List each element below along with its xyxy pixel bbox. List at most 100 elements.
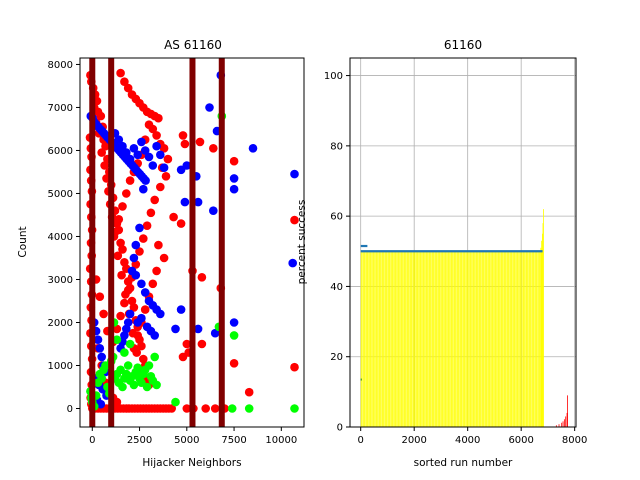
x-tick-label: 7500 (221, 435, 246, 446)
y-tick-label: 60 (330, 212, 343, 223)
success-bar (364, 251, 366, 427)
success-bar (412, 251, 413, 427)
success-bar (450, 251, 452, 427)
scatter-point-series-0 (210, 404, 220, 413)
scatter-point-series-0 (209, 144, 218, 153)
success-bar (438, 251, 440, 427)
success-bar (429, 251, 431, 427)
scatter-point-series-0 (159, 253, 169, 263)
success-bar (525, 251, 526, 427)
success-bar (378, 251, 379, 427)
success-bar (522, 251, 523, 427)
success-bar (445, 251, 447, 427)
success-bar (484, 251, 485, 427)
success-bar-tail (543, 209, 544, 427)
success-bar (463, 251, 465, 427)
success-bar (492, 251, 494, 427)
success-bar (361, 251, 363, 427)
success-bar (517, 251, 519, 427)
scatter-point-series-2 (129, 380, 139, 390)
scatter-point-series-1 (290, 169, 299, 179)
scatter-point-series-0 (163, 154, 173, 164)
success-bar (397, 251, 399, 427)
success-bar (529, 251, 531, 427)
scatter-point-series-1 (193, 197, 203, 207)
red-tail-bar (558, 424, 560, 427)
scatter-point-series-0 (139, 234, 148, 243)
scatter-point-series-1 (131, 270, 141, 280)
scatter-point-series-0 (116, 311, 125, 321)
scatter-point-series-0 (167, 404, 176, 413)
y-tick-label: 1000 (48, 361, 73, 372)
scatter-point-series-0 (122, 189, 131, 198)
success-bar (527, 251, 529, 427)
success-bar (436, 251, 438, 427)
success-bar (471, 251, 472, 427)
success-bar (395, 251, 397, 427)
scatter-point-series-0 (152, 131, 161, 140)
success-bar (500, 251, 502, 427)
y-tick-label: 4000 (48, 232, 73, 243)
success-bar (501, 251, 503, 427)
success-bar (405, 251, 407, 427)
success-plot-area (360, 209, 568, 427)
success-bar (490, 251, 491, 427)
y-tick-label: 80 (330, 141, 343, 152)
success-bar (472, 251, 473, 427)
scatter-point-series-0 (159, 144, 169, 153)
success-bar (521, 251, 522, 427)
success-bar (516, 251, 517, 427)
success-bar (391, 251, 392, 427)
success-bar (409, 251, 410, 427)
scatter-y-axis-label: Count (17, 226, 29, 257)
red-tail-bar (563, 419, 565, 427)
success-bar (378, 251, 380, 427)
scatter-point-series-2 (123, 361, 133, 370)
scatter-point-series-2 (97, 374, 106, 383)
success-bar (496, 251, 497, 427)
scatter-x-axis-label: Hijacker Neighbors (142, 457, 241, 469)
success-axis-ticks: 0 2000 4000 6000 8000 0 20 40 60 80 100 (324, 71, 587, 446)
success-bar (437, 251, 438, 427)
success-bar (467, 251, 469, 427)
scatter-point-series-2 (244, 404, 254, 413)
success-bar (457, 251, 459, 427)
success-bar (450, 251, 451, 427)
success-bar (403, 251, 405, 427)
x-tick-label: 2500 (127, 435, 152, 446)
y-tick-label: 40 (330, 282, 343, 293)
success-bar (427, 251, 428, 427)
success-bar (486, 251, 488, 427)
success-bar (419, 251, 420, 427)
success-bar (403, 251, 404, 427)
success-bar (452, 251, 453, 427)
scatter-point-series-0 (229, 156, 239, 166)
red-tail-bar (561, 422, 563, 427)
scatter-point-series-0 (99, 309, 108, 319)
success-bar (373, 251, 375, 427)
success-bar (394, 251, 395, 427)
success-bar (409, 251, 411, 427)
success-bar (374, 251, 375, 427)
success-bar (425, 251, 427, 427)
success-bar (416, 251, 418, 427)
x-tick-label: 2000 (401, 435, 426, 446)
success-bar (377, 251, 378, 427)
scatter-point-series-0 (120, 298, 129, 308)
y-tick-label: 3000 (48, 275, 73, 286)
success-bar (393, 251, 394, 427)
success-bar (375, 251, 376, 427)
success-bar (414, 251, 416, 427)
scatter-point-series-0 (129, 303, 139, 312)
scatter-point-series-1 (131, 240, 141, 250)
success-bar (391, 251, 393, 427)
scatter-point-series-0 (154, 240, 163, 250)
scatter-point-series-1 (97, 352, 106, 362)
success-bar (382, 251, 384, 427)
success-bar (433, 251, 435, 427)
success-bar (466, 251, 467, 427)
success-bar (441, 251, 443, 427)
success-bar (385, 251, 387, 427)
success-bar (522, 251, 524, 427)
success-bar (508, 251, 510, 427)
